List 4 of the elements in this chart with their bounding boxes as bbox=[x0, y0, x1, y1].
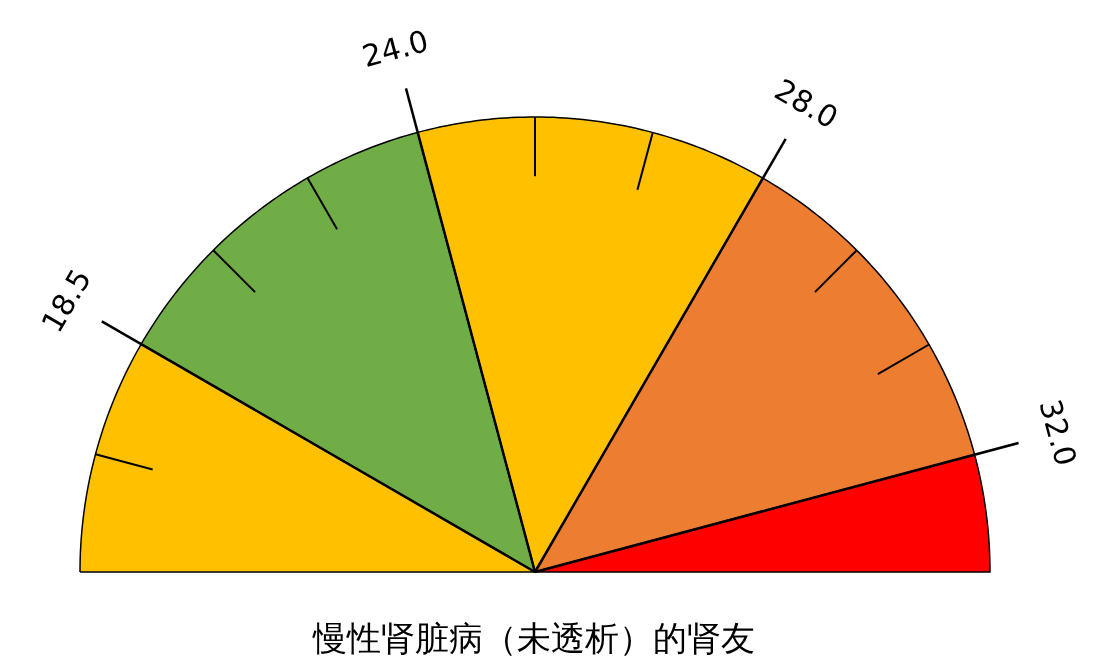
text: 慢性肾脏病（未透析）的肾友 bbox=[312, 617, 756, 658]
text: 24.0 bbox=[358, 23, 433, 75]
text: 32.0 bbox=[1032, 395, 1084, 470]
text: 28.0 bbox=[768, 71, 844, 136]
